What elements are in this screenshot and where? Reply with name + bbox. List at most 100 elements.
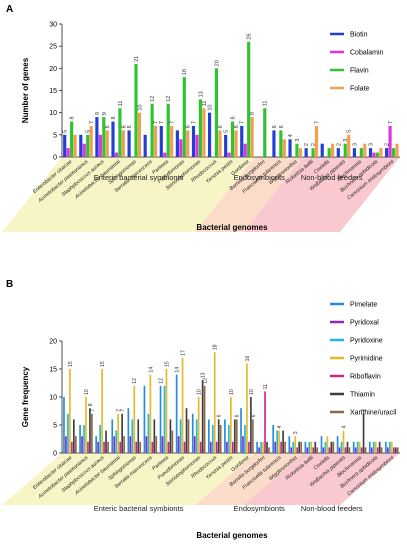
bar xyxy=(375,152,380,157)
bar xyxy=(347,134,351,157)
bar xyxy=(363,143,367,157)
bar xyxy=(266,441,268,453)
bar xyxy=(86,134,90,157)
bar xyxy=(394,447,397,453)
data-label: 9 xyxy=(95,112,101,115)
bar xyxy=(352,148,357,157)
data-label: 21 xyxy=(134,56,140,62)
bar xyxy=(235,419,238,453)
group-band xyxy=(243,453,400,505)
data-label: 5 xyxy=(63,130,69,133)
bar xyxy=(89,125,93,157)
bar xyxy=(183,441,186,453)
bar xyxy=(114,152,119,157)
bar xyxy=(123,436,125,453)
group-band xyxy=(2,157,256,232)
bar xyxy=(242,436,244,453)
bar xyxy=(105,130,109,157)
bar xyxy=(179,139,183,157)
bar xyxy=(243,143,247,157)
bar xyxy=(280,441,282,453)
bar xyxy=(219,425,222,453)
bar xyxy=(258,447,260,453)
data-label: 5 xyxy=(347,130,353,133)
group-band xyxy=(2,453,256,505)
bar xyxy=(296,447,299,453)
bar xyxy=(282,430,284,453)
legend-label: Folate xyxy=(350,86,370,93)
bar xyxy=(199,441,202,453)
data-label: 7 xyxy=(159,121,165,124)
bar xyxy=(231,121,235,157)
bar xyxy=(332,441,335,453)
bar xyxy=(147,413,150,453)
bar xyxy=(63,397,65,453)
bar xyxy=(385,148,389,157)
y-tick-label: 10 xyxy=(49,110,57,117)
bar xyxy=(95,117,99,157)
bar xyxy=(97,441,99,453)
data-label: 2 xyxy=(336,143,342,146)
data-label: 6 xyxy=(272,125,278,128)
data-label: 13 xyxy=(201,372,207,378)
data-label: 7 xyxy=(388,121,394,124)
data-label: 7 xyxy=(240,121,246,124)
bar xyxy=(336,148,340,157)
data-label: 12 xyxy=(158,378,164,384)
bar xyxy=(260,441,262,453)
bar xyxy=(264,391,266,453)
bar xyxy=(185,408,188,453)
bar xyxy=(356,441,359,453)
bar xyxy=(396,447,399,453)
chart-panel-a: Enteric bacterial symbionts Endosymbionts… xyxy=(2,4,400,232)
bar xyxy=(338,447,341,453)
bar xyxy=(316,447,319,453)
data-label: 6 xyxy=(105,125,111,128)
legend-label: Pyrimidine xyxy=(350,356,383,363)
bar xyxy=(224,419,226,453)
y-tick-label: 25 xyxy=(49,44,57,51)
bar xyxy=(233,419,236,453)
bar xyxy=(395,143,399,157)
bar xyxy=(179,419,182,453)
bar xyxy=(368,441,371,453)
data-label: 6 xyxy=(121,125,127,128)
data-label: 3 xyxy=(343,139,349,142)
bar xyxy=(115,430,118,453)
data-label: 3 xyxy=(352,143,358,146)
bar xyxy=(298,441,301,453)
data-label: 18 xyxy=(182,69,188,75)
bar xyxy=(135,441,138,453)
bar xyxy=(191,125,196,157)
chart-panel-b: Enteric bacterial symbionts Endosymbionts… xyxy=(2,279,400,540)
data-label: 8 xyxy=(70,116,76,119)
bar xyxy=(240,408,242,453)
bar xyxy=(163,152,167,157)
bar xyxy=(336,436,339,453)
bar xyxy=(268,447,270,453)
bar xyxy=(306,447,309,453)
bar xyxy=(121,413,123,453)
bar xyxy=(288,139,292,157)
data-label: 2 xyxy=(304,143,310,146)
bar xyxy=(340,441,343,453)
data-label: 4 xyxy=(341,426,347,429)
data-label: 26 xyxy=(247,34,253,40)
bar xyxy=(74,436,77,453)
bar xyxy=(211,425,214,453)
data-label: 7 xyxy=(116,409,122,412)
bar xyxy=(379,148,383,157)
bar xyxy=(224,134,228,157)
bar xyxy=(133,385,136,453)
legend-label: Pyridoxal xyxy=(350,320,379,327)
bar xyxy=(359,148,363,157)
bar xyxy=(85,397,87,453)
bar xyxy=(175,374,178,453)
bar xyxy=(378,441,381,453)
bar xyxy=(372,441,375,453)
bar xyxy=(314,441,317,453)
bar xyxy=(81,436,83,453)
legend-label: Flavin xyxy=(350,68,369,75)
y-tick-label: 20 xyxy=(49,66,57,73)
bar xyxy=(263,108,267,157)
